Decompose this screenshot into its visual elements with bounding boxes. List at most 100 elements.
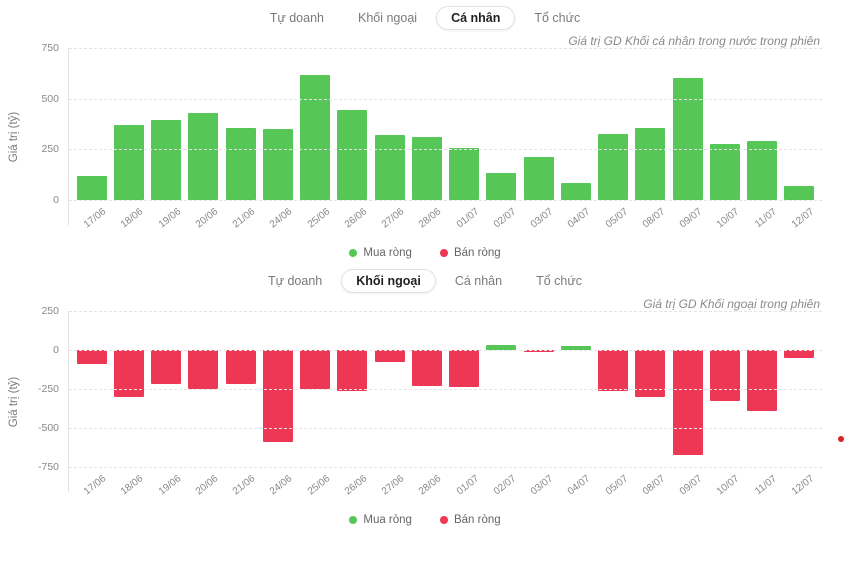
bar[interactable]: [151, 120, 181, 200]
bar[interactable]: [784, 186, 814, 200]
xtick: 11/07: [747, 203, 783, 235]
bar[interactable]: [337, 110, 367, 200]
gridline: [69, 428, 822, 429]
bar-slot: [595, 48, 632, 200]
xtick: 09/07: [673, 470, 709, 502]
xtick: 03/07: [524, 470, 560, 502]
bar[interactable]: [77, 350, 107, 364]
ytick: 0: [53, 194, 59, 206]
xtick: 20/06: [189, 203, 225, 235]
ytick: 500: [41, 93, 59, 105]
xtick: 26/06: [338, 470, 374, 502]
bar-slot: [557, 48, 594, 200]
chart1-plot-wrap: Giá trị (tỷ) 0250500750 17/0618/0619/062…: [0, 48, 850, 225]
bar-slot: [483, 48, 520, 200]
ytick: -750: [38, 461, 59, 473]
xtick: 28/06: [412, 470, 448, 502]
chart-panel-2: Tự doanhKhối ngoạiCá nhânTổ chức Giá trị…: [0, 263, 850, 526]
tab-tự-doanh[interactable]: Tự doanh: [255, 6, 339, 30]
tab-cá-nhân[interactable]: Cá nhân: [436, 6, 515, 30]
xtick: 17/06: [77, 470, 113, 502]
bar[interactable]: [151, 350, 181, 384]
gridline: [69, 350, 822, 351]
xtick: 12/07: [785, 470, 821, 502]
xtick: 19/06: [151, 470, 187, 502]
bar[interactable]: [263, 129, 293, 200]
bar[interactable]: [188, 113, 218, 200]
xtick: 24/06: [263, 470, 299, 502]
xtick: 02/07: [487, 470, 523, 502]
bar[interactable]: [598, 350, 628, 391]
bar[interactable]: [337, 350, 367, 391]
xtick: 03/07: [524, 203, 560, 235]
xtick: 20/06: [189, 470, 225, 502]
bar[interactable]: [300, 75, 330, 200]
gridline: [69, 389, 822, 390]
bar[interactable]: [188, 350, 218, 389]
bar[interactable]: [784, 350, 814, 358]
xtick: 25/06: [300, 470, 336, 502]
bar[interactable]: [710, 350, 740, 401]
legend-sell: Bán ròng: [440, 247, 501, 259]
xtick: 10/07: [710, 203, 746, 235]
chart2-subtitle: Giá trị GD Khối ngoại trong phiên: [0, 297, 850, 311]
tab-khối-ngoại[interactable]: Khối ngoại: [343, 6, 432, 30]
xtick: 18/06: [114, 470, 150, 502]
bar[interactable]: [486, 173, 516, 200]
bar[interactable]: [635, 128, 665, 200]
bar[interactable]: [561, 183, 591, 200]
bar[interactable]: [710, 144, 740, 200]
tabs-1: Tự doanhKhối ngoạiCá nhânTổ chức: [0, 0, 850, 32]
xtick: 19/06: [151, 203, 187, 235]
bar[interactable]: [226, 350, 256, 384]
gridline: [69, 99, 822, 100]
bar-slot: [148, 48, 185, 200]
chart2-xaxis: 17/0618/0619/0620/0621/0624/0625/0626/06…: [69, 473, 822, 492]
ytick: 0: [53, 344, 59, 356]
ytick: 250: [41, 143, 59, 155]
bar[interactable]: [673, 350, 703, 455]
tab-cá-nhân[interactable]: Cá nhân: [440, 269, 517, 293]
chart2-grid: -750-500-2500250: [69, 311, 822, 467]
chart-panel-1: Tự doanhKhối ngoạiCá nhânTổ chức Giá trị…: [0, 0, 850, 259]
legend-buy-2: Mua ròng: [349, 514, 412, 526]
gridline: [69, 149, 822, 150]
gridline: [69, 467, 822, 468]
bar[interactable]: [598, 134, 628, 200]
xtick: 08/07: [636, 203, 672, 235]
chart1-legend: Mua ròng Bán ròng: [0, 247, 850, 259]
bar-slot: [408, 48, 445, 200]
xtick: 09/07: [673, 203, 709, 235]
tabs-2: Tự doanhKhối ngoạiCá nhânTổ chức: [0, 263, 850, 295]
bar[interactable]: [77, 176, 107, 200]
bar[interactable]: [673, 78, 703, 200]
bar[interactable]: [412, 137, 442, 200]
legend-buy: Mua ròng: [349, 247, 412, 259]
xtick: 01/07: [449, 470, 485, 502]
tab-tổ-chức[interactable]: Tổ chức: [519, 6, 595, 30]
bar[interactable]: [300, 350, 330, 389]
bar[interactable]: [375, 350, 405, 362]
legend-dot-buy-icon: [349, 516, 357, 524]
bar[interactable]: [226, 128, 256, 200]
bar-slot: [446, 48, 483, 200]
chart2-legend: Mua ròng Bán ròng: [0, 514, 850, 526]
bar[interactable]: [114, 125, 144, 200]
chart2-ylabel: Giá trị (tỷ): [8, 376, 20, 426]
chart1-bars: [69, 48, 822, 200]
xtick: 11/07: [747, 470, 783, 502]
gridline: [69, 311, 822, 312]
tab-tự-doanh[interactable]: Tự doanh: [253, 269, 337, 293]
bar[interactable]: [412, 350, 442, 386]
legend-buy-label-2: Mua ròng: [363, 514, 412, 526]
bar-slot: [781, 48, 818, 200]
red-dot-icon: [838, 436, 844, 442]
bar[interactable]: [524, 157, 554, 200]
bar[interactable]: [449, 148, 479, 200]
bar[interactable]: [747, 350, 777, 411]
bar[interactable]: [449, 350, 479, 387]
tab-tổ-chức[interactable]: Tổ chức: [521, 269, 597, 293]
bar[interactable]: [375, 135, 405, 200]
legend-sell-2: Bán ròng: [440, 514, 501, 526]
tab-khối-ngoại[interactable]: Khối ngoại: [341, 269, 436, 293]
